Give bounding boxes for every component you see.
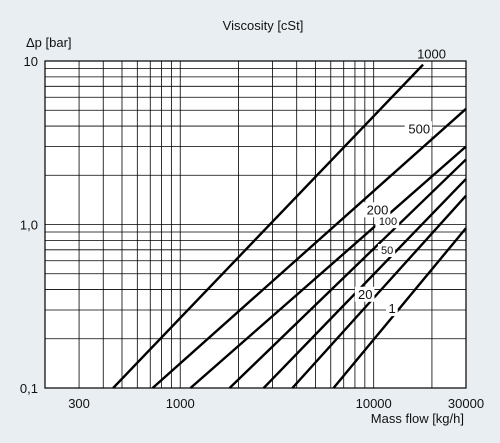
y-axis-label: Δp [bar] — [26, 35, 72, 50]
series-label-100: 100 — [379, 216, 397, 228]
plot-frame — [44, 60, 467, 389]
series-line-500 — [151, 107, 467, 389]
y-tick-label: 1,0 — [20, 218, 38, 233]
series-label-bg — [354, 286, 375, 302]
series-label-200: 200 — [367, 202, 389, 217]
series-label-bg — [375, 215, 400, 229]
series-label-bg — [404, 121, 433, 137]
series-label-bg — [362, 202, 391, 218]
x-tick-label: 30000 — [448, 396, 484, 411]
series-label-bg — [385, 301, 398, 317]
series-label-1000: 1000 — [417, 47, 446, 62]
series-label-20: 20 — [358, 287, 372, 302]
chart-title: Viscosity [cSt] — [223, 18, 304, 33]
tick-labels: 300 1000 10000 30000 0,1 1,0 10 — [20, 54, 484, 411]
series-line-1 — [332, 227, 467, 389]
series-label-1: 1 — [389, 301, 396, 316]
x-tick-label: 1000 — [166, 396, 195, 411]
y-tick-label: 10 — [24, 54, 38, 69]
x-tick-label: 300 — [68, 396, 90, 411]
grid — [45, 61, 466, 388]
x-axis-label: Mass flow [kg/h] — [371, 411, 464, 426]
y-tick-label: 0,1 — [20, 381, 38, 396]
series-label-bg — [378, 244, 396, 258]
series-line-100 — [228, 158, 467, 389]
series-line-50 — [262, 178, 467, 389]
series-line-1000 — [112, 63, 424, 389]
series-label-500: 500 — [408, 121, 430, 136]
series-line-20 — [291, 194, 467, 389]
series-label-50: 50 — [381, 245, 393, 257]
series-line-200 — [189, 145, 467, 389]
x-tick-label: 10000 — [356, 396, 392, 411]
